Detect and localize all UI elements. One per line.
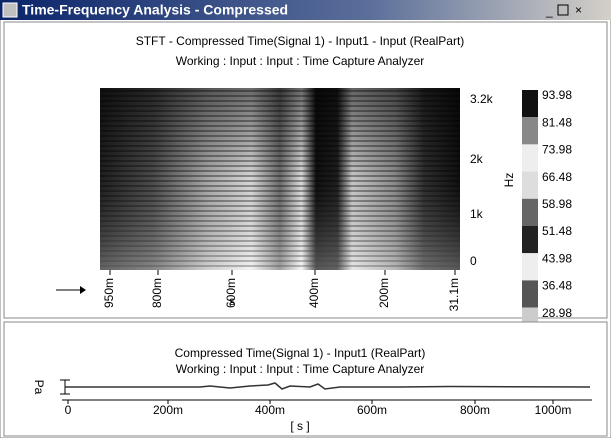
colorbar-swatch	[522, 144, 538, 172]
y-tick-label: 1k	[470, 207, 484, 221]
colorbar-label: 81.48	[542, 115, 572, 129]
window-controls[interactable]: _ ×	[545, 3, 582, 18]
colorbar-label: 43.98	[542, 251, 572, 265]
maximize-button[interactable]	[557, 4, 569, 16]
colorbar-label: 28.98	[542, 306, 572, 320]
colorbar-swatch	[522, 198, 538, 226]
spectrogram-title: STFT - Compressed Time(Signal 1) - Input…	[136, 34, 465, 48]
x-tick-label: 800m	[150, 278, 164, 308]
colorbar-label: 93.98	[542, 88, 572, 102]
window-title: Time-Frequency Analysis - Compressed	[22, 2, 288, 18]
orientation-arrowhead	[80, 286, 86, 294]
y-axis-label: Hz	[502, 173, 516, 188]
colorbar-swatch	[522, 280, 538, 308]
x-tick-label: 0	[65, 403, 72, 417]
x-tick-label: 1000m	[535, 403, 572, 417]
y-tick-label: 0	[470, 254, 477, 268]
waveform-y-label: Pa	[32, 380, 46, 395]
minimize-button[interactable]: _	[545, 4, 553, 18]
colorbar-swatch	[522, 226, 538, 254]
waveform-trace	[65, 382, 591, 390]
colorbar-label: 73.98	[542, 143, 572, 157]
colorbar-label: 36.48	[542, 279, 572, 293]
y-tick-label: 3.2k	[470, 92, 494, 106]
colorbar-label: 58.98	[542, 197, 572, 211]
title-bar	[0, 0, 611, 20]
waveform-x-label: [ s ]	[290, 419, 309, 433]
colorbar-label: 51.48	[542, 224, 572, 238]
x-axis-label: s	[229, 294, 235, 308]
x-tick-label: 600m	[224, 278, 238, 308]
x-tick-label: 200m	[377, 278, 391, 308]
axis-orientation-icon[interactable]	[56, 286, 86, 294]
spectrogram-shade	[100, 88, 460, 270]
x-tick-label: 400m	[255, 403, 285, 417]
y-tick-label: 2k	[470, 152, 484, 166]
waveform-subtitle: Working : Input : Input : Time Capture A…	[176, 362, 425, 376]
waveform-panel	[3, 321, 608, 437]
x-tick-label: 600m	[357, 403, 387, 417]
colorbar-swatch	[522, 117, 538, 145]
x-tick-label: 200m	[153, 403, 183, 417]
x-tick-label: 800m	[460, 403, 490, 417]
colorbar-label: 66.48	[542, 170, 572, 184]
waveform-title: Compressed Time(Signal 1) - Input1 (Real…	[175, 346, 426, 360]
x-tick-label: 400m	[307, 278, 321, 308]
close-button[interactable]: ×	[575, 3, 582, 17]
spectrogram-subtitle: Working : Input : Input : Time Capture A…	[176, 54, 425, 68]
colorbar-swatch	[522, 253, 538, 281]
x-tick-label: 31.1m	[447, 278, 461, 311]
colorbar-swatch	[522, 171, 538, 199]
app-icon	[2, 2, 18, 18]
colorbar-swatch	[522, 90, 538, 118]
x-tick-label: 950m	[102, 278, 116, 308]
